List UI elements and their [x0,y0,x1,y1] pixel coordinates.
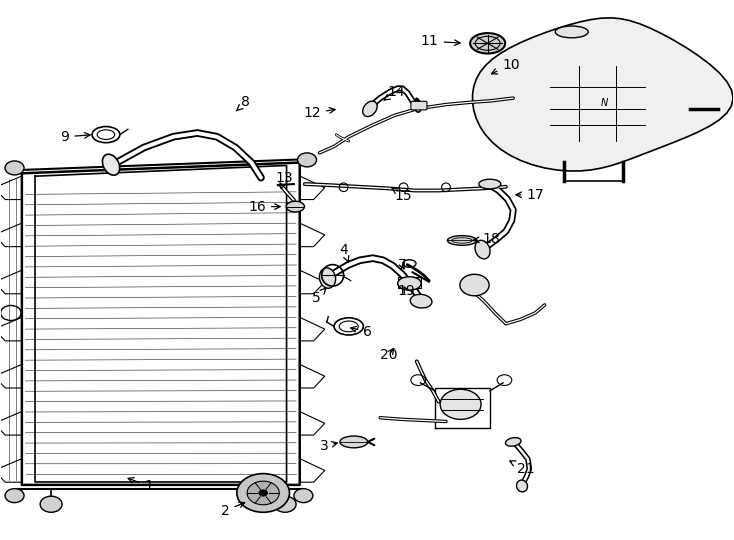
Text: 18: 18 [473,232,501,246]
Text: 9: 9 [60,130,90,144]
Text: 2: 2 [221,502,244,518]
Text: 6: 6 [351,325,372,339]
Circle shape [294,489,313,503]
Circle shape [297,153,316,167]
Circle shape [247,481,279,505]
Circle shape [259,490,268,496]
Text: 8: 8 [236,96,250,111]
Circle shape [274,496,296,512]
Ellipse shape [340,436,368,448]
Text: N: N [601,98,608,109]
Circle shape [40,496,62,512]
Text: 11: 11 [421,34,460,48]
Text: 17: 17 [516,188,544,202]
Text: 20: 20 [380,348,398,362]
Circle shape [237,474,289,512]
Text: 3: 3 [319,439,338,453]
Ellipse shape [286,201,305,212]
Polygon shape [473,18,733,171]
Circle shape [5,161,24,175]
Ellipse shape [363,101,377,117]
Circle shape [5,489,24,503]
Text: 14: 14 [384,85,405,100]
Ellipse shape [103,154,120,175]
Ellipse shape [398,276,421,290]
Ellipse shape [506,437,521,446]
Text: 21: 21 [509,461,534,476]
FancyBboxPatch shape [411,102,427,110]
Bar [398,277,421,288]
Text: 4: 4 [339,242,349,262]
Circle shape [440,389,481,420]
Ellipse shape [479,179,501,189]
Circle shape [460,274,489,296]
Text: 1: 1 [128,478,153,493]
Text: 16: 16 [248,200,280,214]
Text: 10: 10 [492,58,520,74]
Text: 5: 5 [312,288,326,305]
Text: 7: 7 [398,258,407,272]
Ellipse shape [319,268,335,288]
Text: 13: 13 [275,171,293,188]
Ellipse shape [470,33,505,53]
Ellipse shape [556,26,588,38]
Text: 19: 19 [398,285,415,299]
Text: 12: 12 [303,106,335,120]
Ellipse shape [517,480,528,492]
Ellipse shape [410,294,432,308]
Ellipse shape [448,235,476,245]
Ellipse shape [475,240,490,259]
Text: 15: 15 [392,188,413,203]
